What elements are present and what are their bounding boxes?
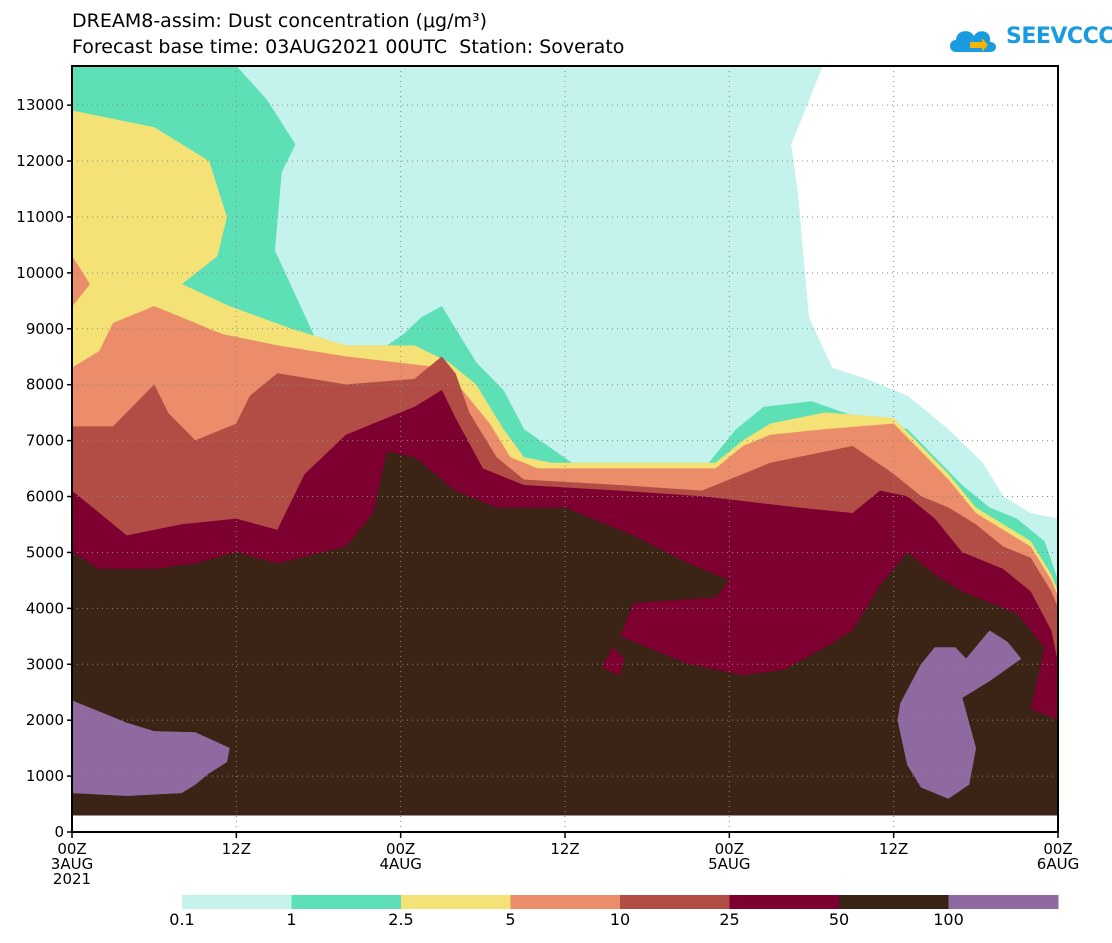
x-tick-label-24-2: 4AUG bbox=[379, 855, 421, 873]
y-tick-label-5000: 5000 bbox=[26, 543, 64, 561]
y-axis: 0 1000 2000 3000 4000 5000 6000 7000 8000 9000 100… bbox=[16, 96, 72, 841]
x-tick-label-60-1: 12Z bbox=[879, 840, 908, 858]
y-tick-label-12000: 12000 bbox=[16, 152, 64, 170]
legend-label-2: 1 bbox=[286, 910, 296, 929]
x-tick-label-72-2: 6AUG bbox=[1037, 855, 1079, 873]
legend-label-6: 25 bbox=[719, 910, 739, 929]
legend-swatch-5 bbox=[620, 895, 730, 909]
x-tick-label-48-2: 5AUG bbox=[708, 855, 750, 873]
cloud-icon bbox=[950, 31, 996, 52]
seevccc-logo bbox=[950, 31, 996, 52]
chart-title: DREAM8-assim: Dust concentration (μg/m³) bbox=[72, 10, 488, 32]
color-legend: 0.1 1 2.5 5 10 25 50 100 bbox=[169, 895, 1059, 929]
x-tick-label-12-1: 12Z bbox=[222, 840, 251, 858]
contour-layer-50-6 bbox=[71, 451, 1059, 816]
contour-layer-100-8 bbox=[897, 630, 1022, 799]
x-tick-label-72-1: 00Z bbox=[1043, 840, 1072, 858]
legend-swatch-3 bbox=[401, 895, 511, 909]
x-tick-label-48-1: 00Z bbox=[715, 840, 744, 858]
y-tick-label-9000: 9000 bbox=[26, 320, 64, 338]
legend-swatch-6 bbox=[729, 895, 840, 909]
x-tick-label-24-1: 00Z bbox=[386, 840, 415, 858]
y-tick-label-11000: 11000 bbox=[16, 208, 64, 226]
legend-label-3: 2.5 bbox=[388, 910, 413, 929]
legend-label-1: 0.1 bbox=[169, 910, 194, 929]
contour-layer-100-7 bbox=[71, 700, 230, 796]
y-tick-label-8000: 8000 bbox=[26, 376, 64, 394]
x-tick-label-36-1: 12Z bbox=[550, 840, 579, 858]
y-tick-label-2000: 2000 bbox=[26, 711, 64, 729]
legend-label-7: 50 bbox=[829, 910, 849, 929]
y-tick-label-6000: 6000 bbox=[26, 488, 64, 506]
seevccc-logo-text: SEEVCCC bbox=[1006, 24, 1112, 49]
y-tick-label-10000: 10000 bbox=[16, 264, 64, 282]
legend-swatch-2 bbox=[291, 895, 402, 909]
y-tick-label-0: 0 bbox=[54, 823, 64, 841]
y-tick-label-7000: 7000 bbox=[26, 432, 64, 450]
y-tick-label-4000: 4000 bbox=[26, 599, 64, 617]
contour-layers bbox=[71, 65, 1059, 816]
contour-layer-25-9 bbox=[601, 647, 625, 676]
x-tick-label-0-2: 3AUG bbox=[51, 855, 93, 873]
x-tick-label-0-3: 2021 bbox=[53, 870, 91, 888]
legend-label-4: 5 bbox=[505, 910, 515, 929]
legend-swatch-1 bbox=[182, 895, 292, 909]
y-tick-label-13000: 13000 bbox=[16, 96, 64, 114]
chart-subtitle: Forecast base time: 03AUG2021 00UTC Stat… bbox=[72, 36, 625, 58]
y-tick-label-3000: 3000 bbox=[26, 655, 64, 673]
legend-label-5: 10 bbox=[610, 910, 630, 929]
y-tick-label-1000: 1000 bbox=[26, 767, 64, 785]
legend-swatch-4 bbox=[510, 895, 621, 909]
legend-label-8: 100 bbox=[933, 910, 964, 929]
x-tick-label-0-1: 00Z bbox=[57, 840, 86, 858]
legend-swatch-7 bbox=[839, 895, 949, 909]
legend-swatch-8 bbox=[948, 895, 1059, 909]
